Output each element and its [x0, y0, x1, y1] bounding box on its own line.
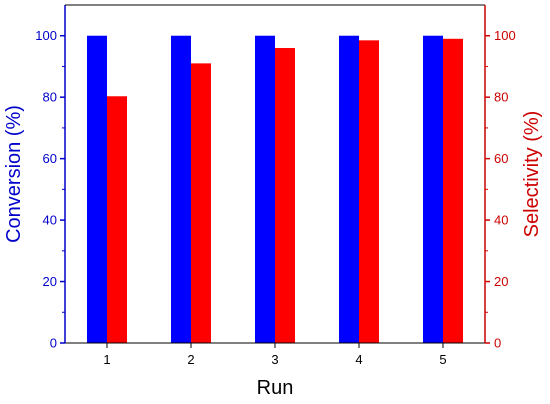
- y-left-tick-label: 20: [43, 274, 57, 289]
- bar-conversion-2: [171, 35, 191, 344]
- x-tick-label: 2: [187, 352, 194, 367]
- y-right-tick-label: 40: [494, 213, 508, 228]
- bar-selectivity-4: [359, 40, 379, 343]
- bar-conversion-3: [255, 35, 275, 344]
- y-left-tick-label: 60: [43, 151, 57, 166]
- x-tick-label: 4: [355, 352, 362, 367]
- y-left-tick-label: 80: [43, 90, 57, 105]
- y-axis-left-title: Conversion (%): [3, 105, 25, 243]
- axes-group: 0 20 40 60 80 100 0 20 40 60 80 100 1 2 3 4 5: [35, 4, 516, 367]
- y-axis-right-title: Selectivity (%): [521, 111, 543, 238]
- bars-group: [87, 35, 463, 344]
- y-left-tick-label: 40: [43, 213, 57, 228]
- bar-conversion-1: [87, 35, 107, 344]
- bar-selectivity-2: [191, 63, 211, 344]
- y-right-tick-label: 80: [494, 90, 508, 105]
- y-right-tick-label: 60: [494, 151, 508, 166]
- x-axis-title: Run: [257, 377, 294, 399]
- y-right-tick-label: 0: [494, 336, 501, 351]
- x-tick-label: 1: [103, 352, 110, 367]
- x-tick-label: 3: [271, 352, 278, 367]
- bar-selectivity-3: [275, 48, 295, 343]
- x-tick-label: 5: [439, 352, 446, 367]
- bar-conversion-5: [423, 35, 443, 344]
- y-right-tick-label: 100: [494, 28, 516, 43]
- y-right-tick-label: 20: [494, 274, 508, 289]
- y-left-tick-label: 100: [35, 28, 57, 43]
- bar-selectivity-1: [107, 96, 127, 343]
- bar-selectivity-5: [443, 38, 463, 344]
- y-left-tick-label: 0: [50, 336, 57, 351]
- bar-conversion-4: [339, 35, 359, 344]
